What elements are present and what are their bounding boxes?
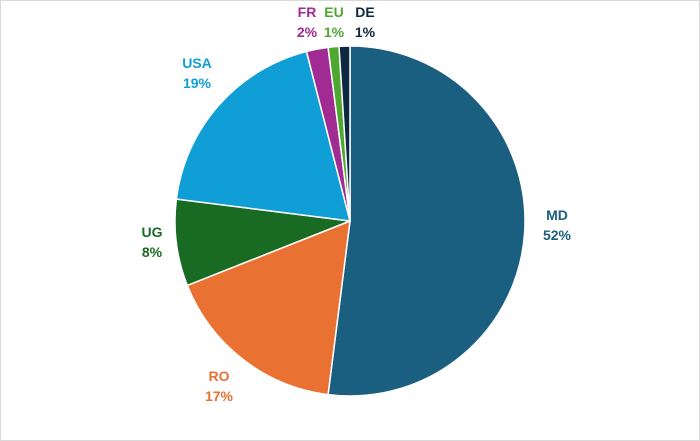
data-label-usa: USA 19%: [182, 55, 212, 91]
data-label-md: MD 52%: [543, 207, 572, 243]
data-label-eu: EU 1%: [324, 4, 345, 40]
pie-slice-ro: [186, 219, 351, 396]
pie-slice-de: [338, 45, 351, 222]
data-label-ug: UG 8%: [142, 224, 163, 260]
pie-slice-usa: [175, 50, 352, 222]
data-label-fr: FR 2%: [297, 4, 318, 40]
data-label-de: DE 1%: [355, 4, 376, 40]
data-label-ro: RO 17%: [205, 368, 234, 404]
pie-slice-md: [327, 45, 526, 397]
